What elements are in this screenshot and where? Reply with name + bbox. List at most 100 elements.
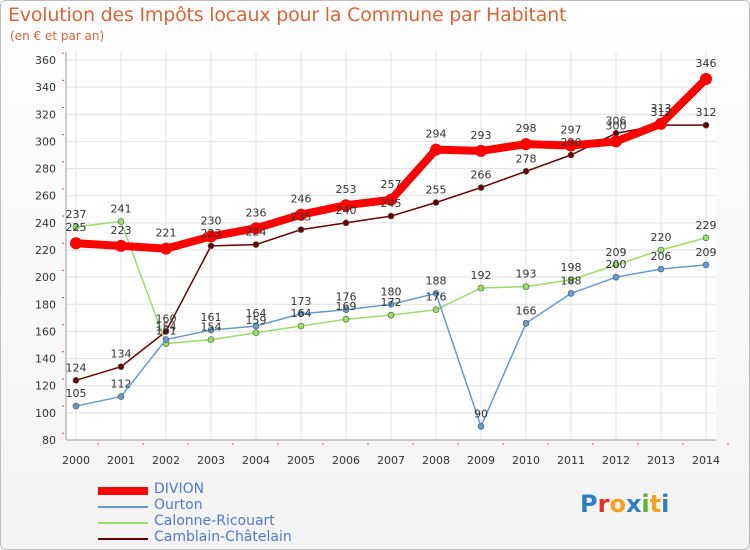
data-point-camblain-ch-telain: [387, 212, 395, 220]
data-label-camblain-ch-telain: 235: [291, 211, 312, 224]
data-label-calonne-ricouart: 237: [66, 208, 87, 221]
data-label-camblain-ch-telain: 224: [246, 226, 267, 239]
data-point-calonne-ricouart: [252, 329, 260, 337]
data-point-calonne-ricouart: [477, 284, 485, 292]
data-point-calonne-ricouart: [702, 234, 710, 242]
legend-item-divion: DIVION: [98, 481, 358, 497]
x-tick-label: 2003: [197, 454, 225, 467]
data-label-camblain-ch-telain: 278: [516, 152, 537, 165]
data-label-camblain-ch-telain: 255: [426, 184, 447, 197]
x-tick-label: 2004: [242, 454, 270, 467]
legend-swatch-divion: [98, 487, 148, 495]
y-tick-label: 200: [35, 271, 56, 284]
data-label-divion: 293: [471, 129, 492, 142]
data-label-camblain-ch-telain: 306: [606, 114, 627, 127]
data-label-ourton: 154: [156, 321, 177, 334]
data-label-ourton: 200: [606, 258, 627, 271]
data-label-camblain-ch-telain: 245: [381, 197, 402, 210]
data-label-calonne-ricouart: 193: [516, 268, 537, 281]
data-label-divion: 236: [246, 206, 267, 219]
y-tick-label: 260: [35, 190, 56, 203]
data-label-ourton: 173: [291, 295, 312, 308]
data-label-calonne-ricouart: 159: [246, 314, 267, 327]
data-point-divion: [655, 117, 667, 130]
y-tick-label: 140: [35, 353, 56, 366]
y-tick-label: 320: [35, 108, 56, 121]
y-tick-label: 180: [35, 298, 56, 311]
data-point-divion: [565, 139, 577, 152]
data-point-calonne-ricouart: [297, 322, 305, 330]
data-label-divion: 246: [291, 193, 312, 206]
data-point-calonne-ricouart: [432, 306, 440, 314]
data-point-camblain-ch-telain: [342, 219, 350, 227]
y-tick-label: 120: [35, 380, 56, 393]
data-label-ourton: 105: [66, 387, 87, 400]
data-point-calonne-ricouart: [117, 218, 125, 225]
data-point-ourton: [702, 261, 710, 269]
data-label-ourton: 206: [651, 250, 672, 263]
data-label-camblain-ch-telain: 223: [201, 227, 222, 240]
proxiti-logo: Proxiti: [580, 490, 669, 518]
data-label-ourton: 188: [561, 274, 582, 287]
data-point-calonne-ricouart: [612, 261, 620, 269]
x-tick-label: 2000: [62, 454, 90, 467]
data-label-camblain-ch-telain: 290: [561, 136, 582, 149]
chart-subtitle: (en € et par an): [10, 29, 105, 43]
data-label-divion: 253: [336, 183, 357, 196]
x-tick-label: 2007: [377, 454, 405, 467]
data-label-camblain-ch-telain: 312: [651, 106, 672, 119]
data-point-ourton: [72, 402, 80, 410]
data-point-calonne-ricouart: [567, 276, 575, 284]
legend-item-camblain-chatelain: Camblain-Châtelain: [98, 529, 358, 545]
data-label-divion: 257: [381, 178, 402, 191]
logo-letter: i: [641, 490, 650, 518]
data-label-ourton: 176: [336, 291, 357, 304]
data-point-ourton: [432, 290, 440, 297]
legend-swatch-ourton: [98, 506, 148, 508]
data-point-ourton: [342, 306, 350, 314]
y-tick-label: 80: [42, 434, 56, 447]
data-point-divion: [610, 135, 622, 148]
x-tick-label: 2001: [107, 454, 135, 467]
data-label-ourton: 188: [426, 274, 447, 287]
data-label-divion: 297: [561, 124, 582, 137]
data-point-camblain-ch-telain: [117, 363, 125, 371]
data-point-divion: [430, 143, 442, 156]
data-point-camblain-ch-telain: [72, 376, 80, 384]
data-label-calonne-ricouart: 198: [561, 261, 582, 274]
data-point-camblain-ch-telain: [567, 151, 575, 159]
data-point-divion: [70, 237, 82, 250]
data-label-calonne-ricouart: 172: [381, 296, 402, 309]
legend-label-divion: DIVION: [154, 481, 205, 497]
data-label-camblain-ch-telain: 134: [111, 348, 132, 361]
data-label-divion: 298: [516, 122, 537, 135]
logo-letter: x: [625, 490, 642, 518]
data-label-divion: 313: [651, 102, 672, 115]
data-point-ourton: [252, 322, 260, 330]
logo-letter: o: [609, 490, 626, 518]
data-label-ourton: 209: [696, 246, 717, 259]
data-point-ourton: [297, 310, 305, 318]
logo-letter: P: [580, 490, 598, 518]
data-label-calonne-ricouart: 192: [471, 269, 492, 282]
data-label-calonne-ricouart: 209: [606, 246, 627, 259]
legend-swatch-camblain-chatelain: [98, 538, 148, 540]
legend-label-ourton: Ourton: [154, 497, 203, 513]
data-point-divion: [340, 199, 352, 212]
data-label-camblain-ch-telain: 160: [156, 312, 177, 325]
data-point-calonne-ricouart: [657, 246, 665, 254]
data-label-calonne-ricouart: 220: [651, 231, 672, 244]
legend-swatch-calonne-ricouart: [98, 522, 148, 524]
x-tick-label: 2012: [602, 454, 630, 467]
x-tick-label: 2011: [557, 454, 585, 467]
data-point-divion: [520, 138, 532, 151]
data-point-ourton: [117, 393, 125, 400]
data-point-ourton: [657, 265, 665, 273]
logo-letter: i: [661, 490, 670, 518]
data-label-divion: 346: [696, 57, 717, 70]
x-tick-label: 2002: [152, 454, 180, 467]
data-label-divion: 221: [156, 227, 177, 240]
line-chart: 80 100 120 140 160 180 200 220 240 260 280 300 320 34…: [35, 52, 729, 467]
data-point-divion: [205, 230, 217, 243]
